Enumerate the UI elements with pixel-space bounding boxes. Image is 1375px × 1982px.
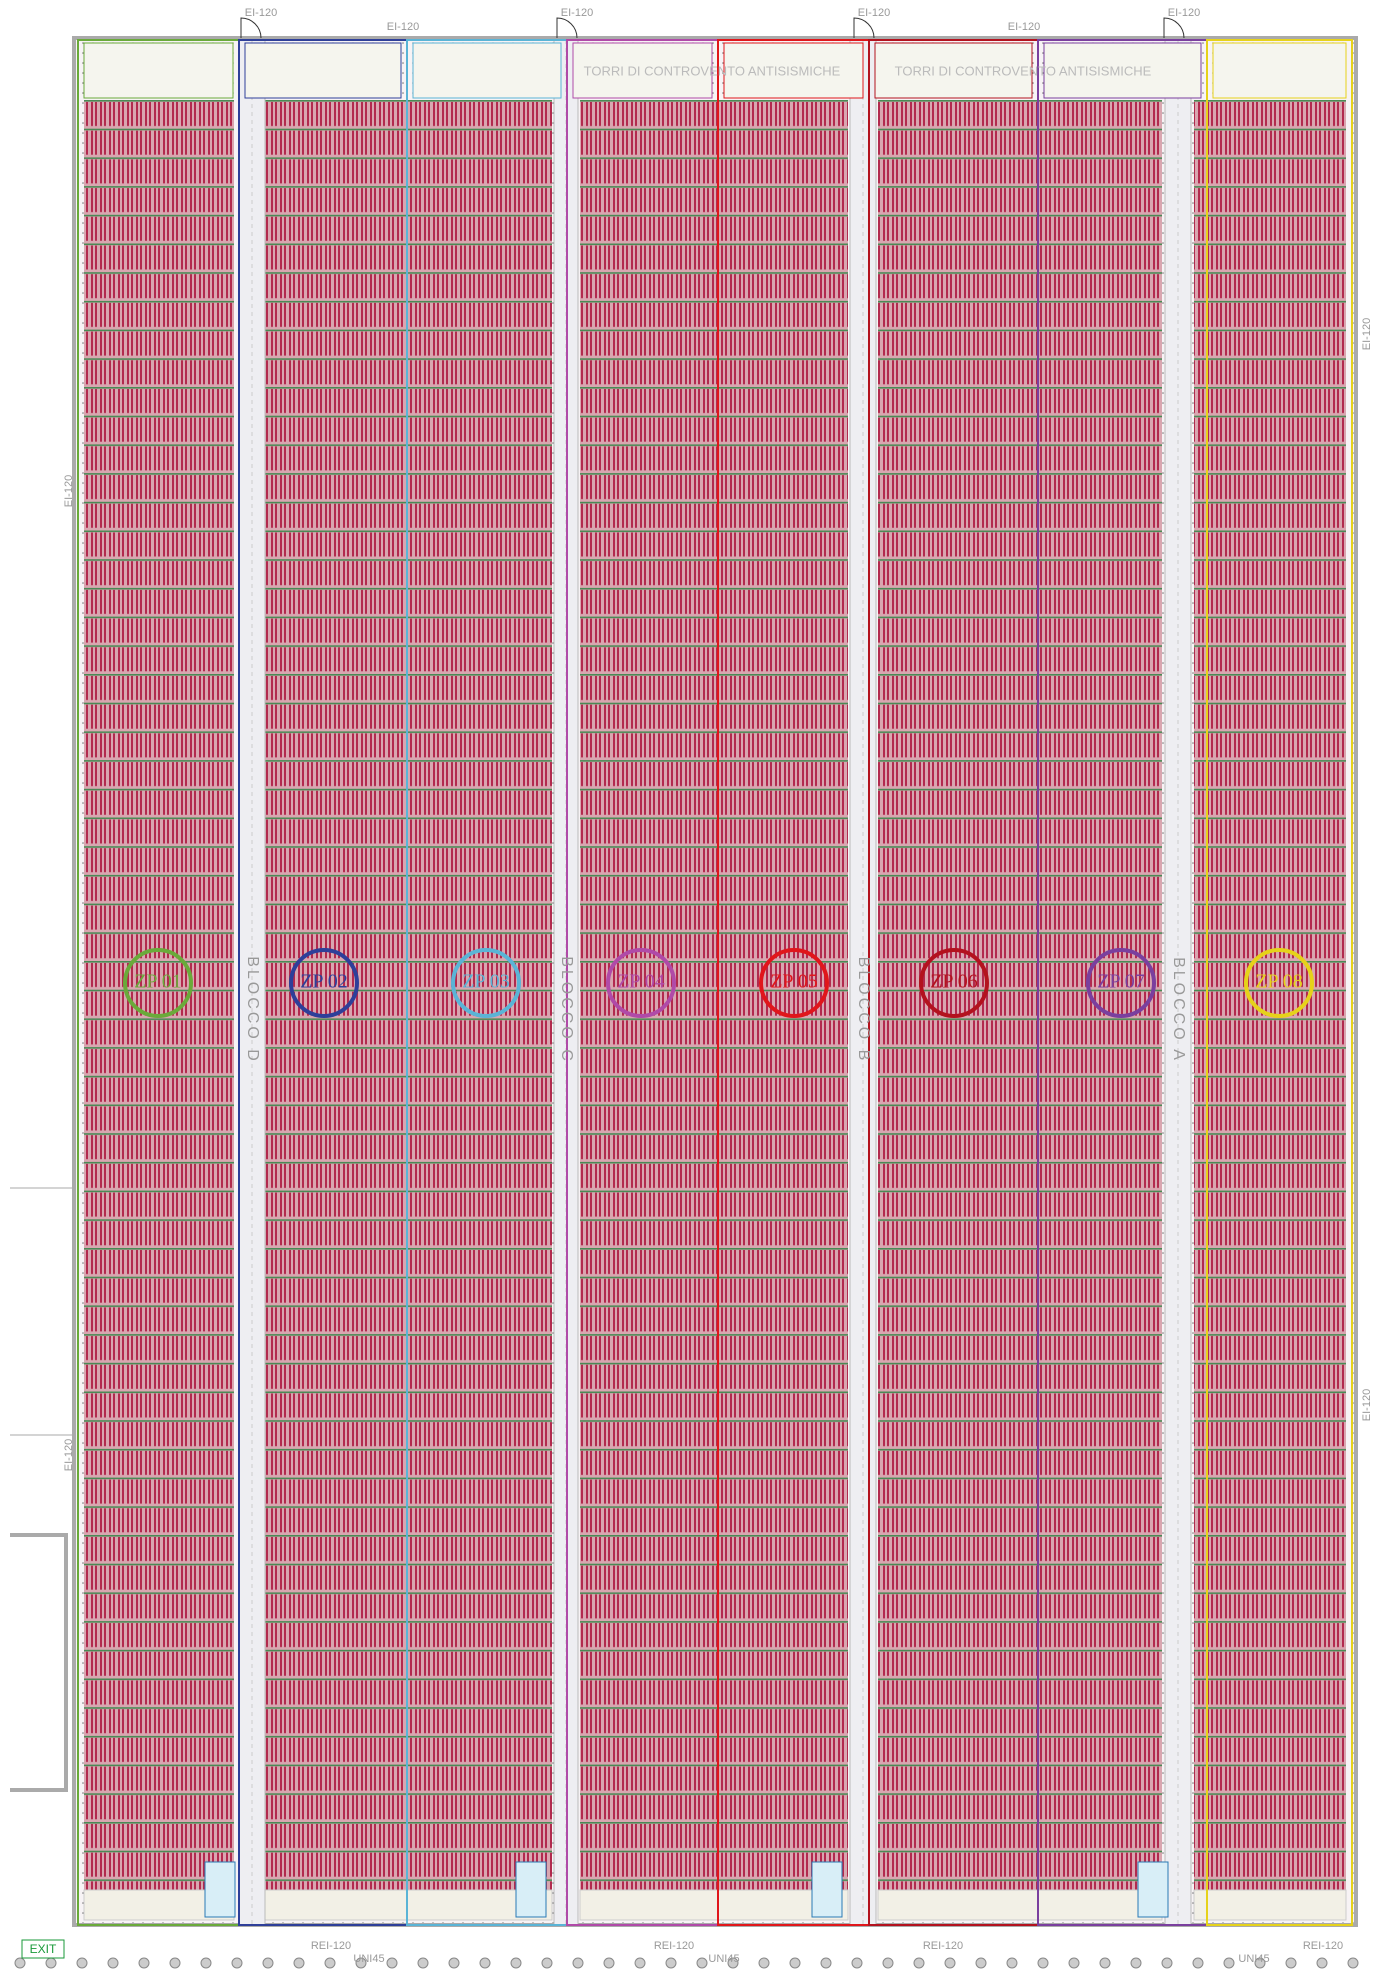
bottom-label: UNI45 [353, 1953, 384, 1965]
column [759, 1958, 769, 1968]
column [573, 1958, 583, 1968]
exit-label: EXIT [30, 1942, 57, 1956]
block-label: BLOCCO B [855, 957, 872, 1064]
bracing-box [245, 43, 401, 98]
zone-label: ZP 03 [462, 971, 510, 993]
column [790, 1958, 800, 1968]
wall-label: EI-120 [63, 475, 75, 507]
zone-label: ZP 05 [770, 971, 818, 993]
door-label: EI-120 [387, 21, 419, 33]
column [914, 1958, 924, 1968]
lift-unit [205, 1862, 235, 1917]
bottom-label: UNI45 [708, 1953, 739, 1965]
column [604, 1958, 614, 1968]
column [1317, 1958, 1327, 1968]
block-label: BLOCCO D [244, 956, 261, 1064]
column [1131, 1958, 1141, 1968]
column [108, 1958, 118, 1968]
column [1007, 1958, 1017, 1968]
column [511, 1958, 521, 1968]
column [201, 1958, 211, 1968]
rack-block [1194, 100, 1346, 1890]
column [852, 1958, 862, 1968]
column [1286, 1958, 1296, 1968]
column [666, 1958, 676, 1968]
column [697, 1958, 707, 1968]
column [542, 1958, 552, 1968]
bottom-slab [878, 1890, 1162, 1920]
wall-label: EI-120 [63, 1439, 75, 1471]
column [1348, 1958, 1358, 1968]
column [15, 1958, 25, 1968]
door-label: EI-120 [1008, 21, 1040, 33]
column [139, 1958, 149, 1968]
zone-label: ZP 06 [930, 971, 978, 993]
block-label: BLOCCO C [558, 956, 575, 1064]
bottom-label: UNI45 [1238, 1953, 1269, 1965]
column [170, 1958, 180, 1968]
zone-label: ZP 01 [134, 971, 182, 993]
wall-label: EI-120 [1361, 318, 1373, 350]
bracing-note: TORRI DI CONTROVENTO ANTISISMICHE [895, 63, 1152, 78]
bottom-slab [1194, 1890, 1346, 1920]
door-label: EI-120 [245, 7, 277, 19]
floor-plan: ZP 01 ZP 02 ZP 03 ZP 04 ZP 05 ZP 06 ZP 07 ZP 08… [0, 0, 1375, 1977]
column [294, 1958, 304, 1968]
column [232, 1958, 242, 1968]
column [1038, 1958, 1048, 1968]
zone-label: ZP 02 [300, 971, 348, 993]
column [1193, 1958, 1203, 1968]
rack-block [878, 100, 1162, 1890]
column [480, 1958, 490, 1968]
lift-unit [516, 1862, 546, 1917]
lift-unit [1138, 1862, 1168, 1917]
bracing-box [413, 43, 561, 98]
column [418, 1958, 428, 1968]
column [883, 1958, 893, 1968]
block-label: BLOCCO A [1170, 957, 1187, 1063]
column [635, 1958, 645, 1968]
bottom-slab [265, 1890, 552, 1920]
bottom-label: REI-120 [1303, 1940, 1343, 1952]
column [1100, 1958, 1110, 1968]
column [263, 1958, 273, 1968]
column [77, 1958, 87, 1968]
zone-label: ZP 07 [1097, 971, 1145, 993]
zone-label: ZP 04 [617, 971, 665, 993]
column [1162, 1958, 1172, 1968]
column [387, 1958, 397, 1968]
rack-block [580, 100, 848, 1890]
column [1069, 1958, 1079, 1968]
column [945, 1958, 955, 1968]
bracing-box [84, 43, 233, 98]
wall-label: EI-120 [1361, 1389, 1373, 1421]
rack-block [84, 100, 234, 1890]
rack-block [265, 100, 552, 1890]
column [46, 1958, 56, 1968]
column [821, 1958, 831, 1968]
door-label: EI-120 [561, 7, 593, 19]
bottom-label: REI-120 [923, 1940, 963, 1952]
bottom-label: REI-120 [311, 1940, 351, 1952]
column [449, 1958, 459, 1968]
door-label: EI-120 [1168, 7, 1200, 19]
column [976, 1958, 986, 1968]
bottom-label: REI-120 [654, 1940, 694, 1952]
column [325, 1958, 335, 1968]
zone-label: ZP 08 [1255, 971, 1303, 993]
bracing-box [1213, 43, 1346, 98]
bottom-slab [580, 1890, 848, 1920]
column [1224, 1958, 1234, 1968]
door-label: EI-120 [858, 7, 890, 19]
lift-unit [812, 1862, 842, 1917]
bracing-note: TORRI DI CONTROVENTO ANTISISMICHE [584, 63, 841, 78]
